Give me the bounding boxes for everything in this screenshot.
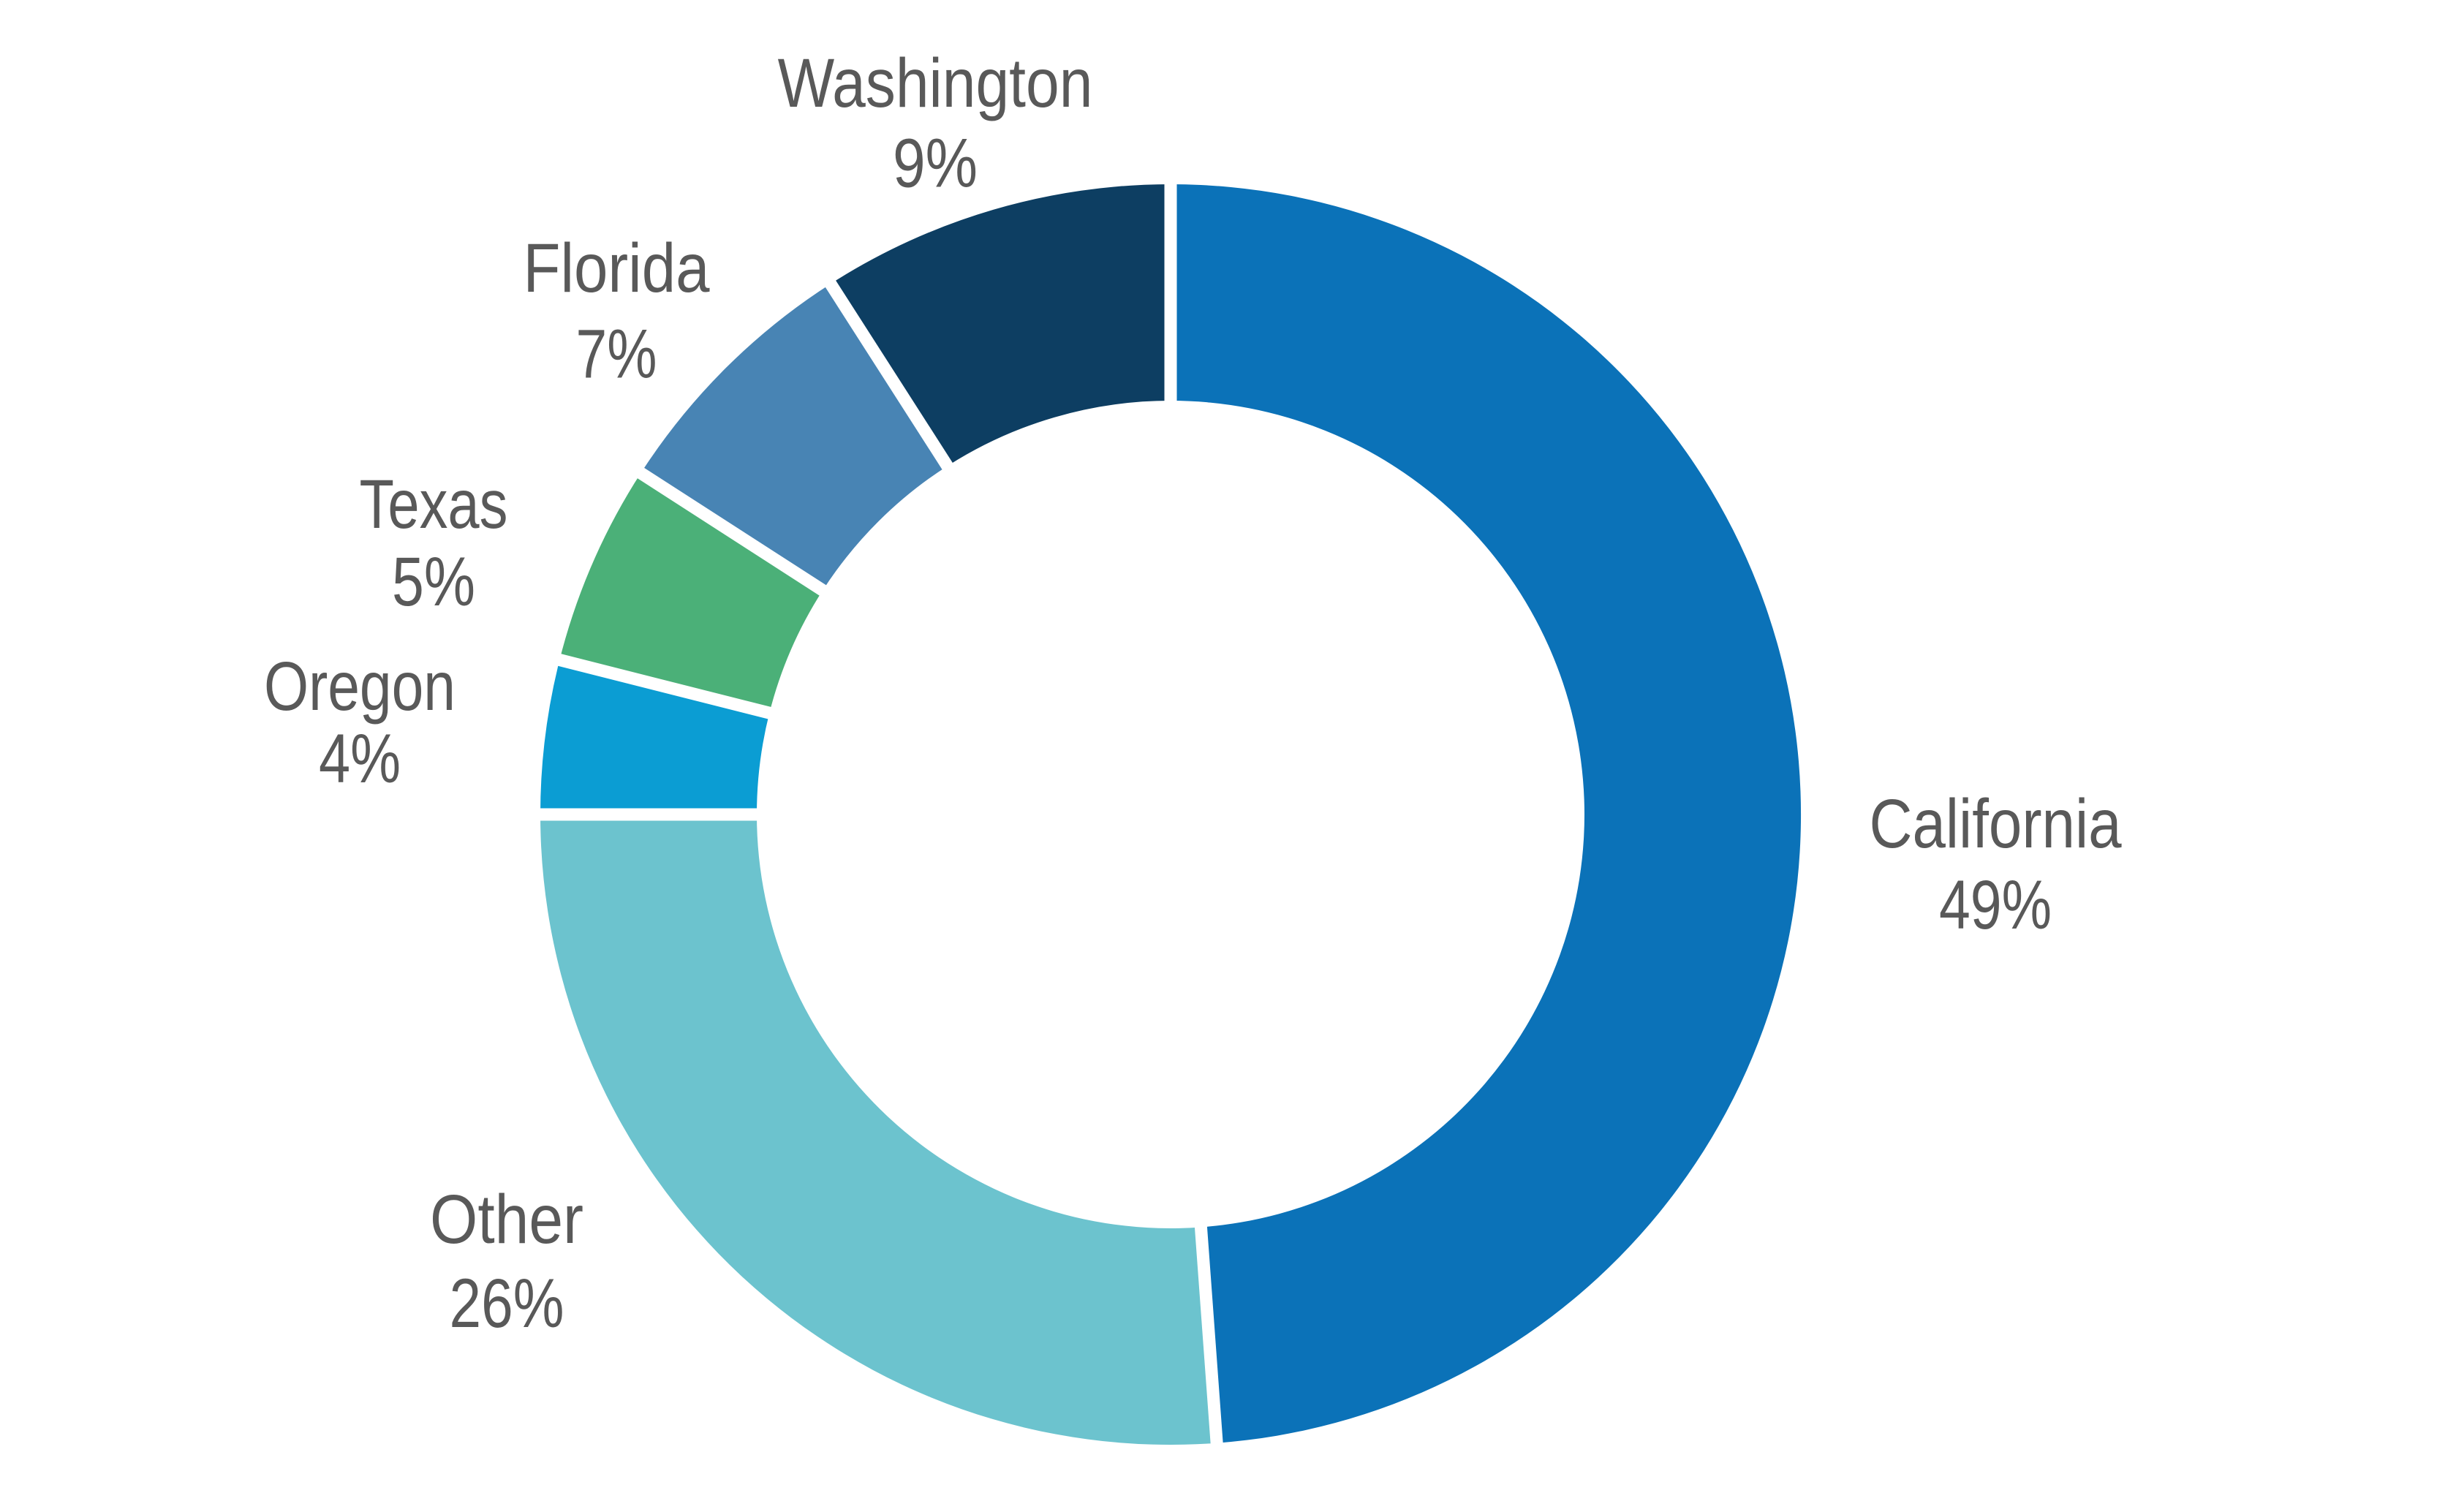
svg-text:Oregon: Oregon (264, 648, 456, 725)
svg-text:26%: 26% (449, 1265, 564, 1342)
svg-text:7%: 7% (576, 316, 657, 393)
svg-text:4%: 4% (319, 721, 401, 798)
svg-text:Texas: Texas (360, 466, 508, 543)
svg-text:California: California (1869, 785, 2122, 862)
svg-text:Other: Other (430, 1180, 583, 1258)
svg-text:Florida: Florida (524, 229, 710, 306)
svg-text:9%: 9% (893, 124, 978, 202)
svg-text:49%: 49% (1939, 866, 2052, 943)
svg-text:5%: 5% (392, 543, 475, 621)
svg-text:Washington: Washington (778, 44, 1093, 121)
